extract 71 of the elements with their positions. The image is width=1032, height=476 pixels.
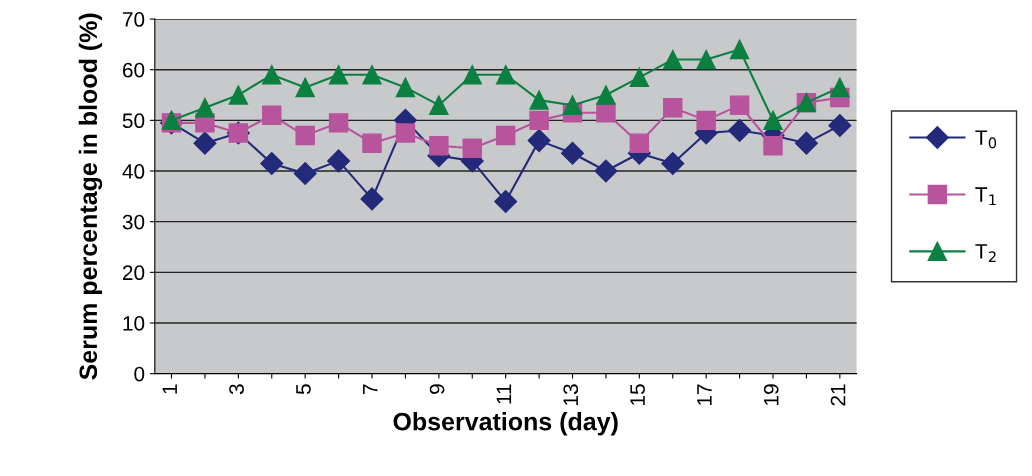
point xyxy=(696,110,716,131)
point xyxy=(429,135,449,156)
x-tick-label: 21 xyxy=(830,384,846,406)
point xyxy=(663,97,683,118)
x-tick-label: 5 xyxy=(296,384,311,395)
y-tick-label: 20 xyxy=(122,265,145,281)
y-tick-label: 40 xyxy=(122,164,145,179)
point xyxy=(830,77,850,98)
y-tick-label: 30 xyxy=(122,214,145,230)
x-tick-label: 3 xyxy=(229,384,244,395)
point xyxy=(293,162,317,186)
y-axis-title: Serum percentage in blood (%) xyxy=(78,13,103,380)
x-tick-label: 1 xyxy=(162,384,177,394)
point xyxy=(195,97,215,118)
point xyxy=(395,77,416,98)
point xyxy=(794,131,818,155)
point xyxy=(561,141,585,165)
legend-label: T$_{2}$ xyxy=(975,244,996,263)
x-tick-label: 13 xyxy=(563,384,579,405)
point xyxy=(395,123,416,143)
legend-label: T$_{1}$ xyxy=(975,187,996,206)
y-tick-label: 50 xyxy=(122,113,145,129)
y-tick-label: 0 xyxy=(134,366,145,382)
point xyxy=(260,151,284,175)
point xyxy=(228,85,249,105)
point xyxy=(495,65,516,85)
point xyxy=(494,189,518,213)
point xyxy=(462,138,482,158)
point xyxy=(828,113,852,137)
x-tick-label: 17 xyxy=(697,384,712,405)
x-axis-title: Observations (day) xyxy=(393,412,618,436)
y-tick-label: 10 xyxy=(123,316,145,331)
point xyxy=(696,49,716,70)
point xyxy=(295,125,315,146)
point xyxy=(663,49,683,70)
point xyxy=(360,187,384,211)
point xyxy=(429,95,449,115)
x-tick-label: 7 xyxy=(363,384,378,394)
legend-label: T$_{0}$ xyxy=(975,130,997,149)
y-tick-label: 60 xyxy=(122,62,145,78)
point xyxy=(729,95,750,115)
point xyxy=(529,110,549,131)
point xyxy=(193,131,217,155)
point xyxy=(594,159,618,183)
point xyxy=(462,65,482,85)
point xyxy=(262,105,282,126)
point xyxy=(562,95,583,115)
x-tick-label: 11 xyxy=(496,384,512,404)
point xyxy=(596,103,616,123)
x-tick-label: 9 xyxy=(429,384,445,394)
point xyxy=(328,113,349,133)
point xyxy=(262,65,282,85)
point xyxy=(495,125,516,146)
y-tick-label: 70 xyxy=(122,12,145,27)
point xyxy=(729,39,750,60)
point xyxy=(629,133,650,153)
point xyxy=(328,65,349,85)
point xyxy=(728,118,752,142)
point xyxy=(763,135,783,156)
point xyxy=(362,133,382,153)
point xyxy=(596,85,616,105)
point xyxy=(362,65,382,85)
x-tick-label: 15 xyxy=(630,384,645,405)
point xyxy=(327,149,351,173)
point xyxy=(529,90,549,110)
point xyxy=(629,67,650,88)
point xyxy=(661,151,685,175)
x-tick-label: 19 xyxy=(763,384,779,405)
point xyxy=(763,110,783,131)
point xyxy=(295,77,315,98)
point xyxy=(527,129,551,153)
